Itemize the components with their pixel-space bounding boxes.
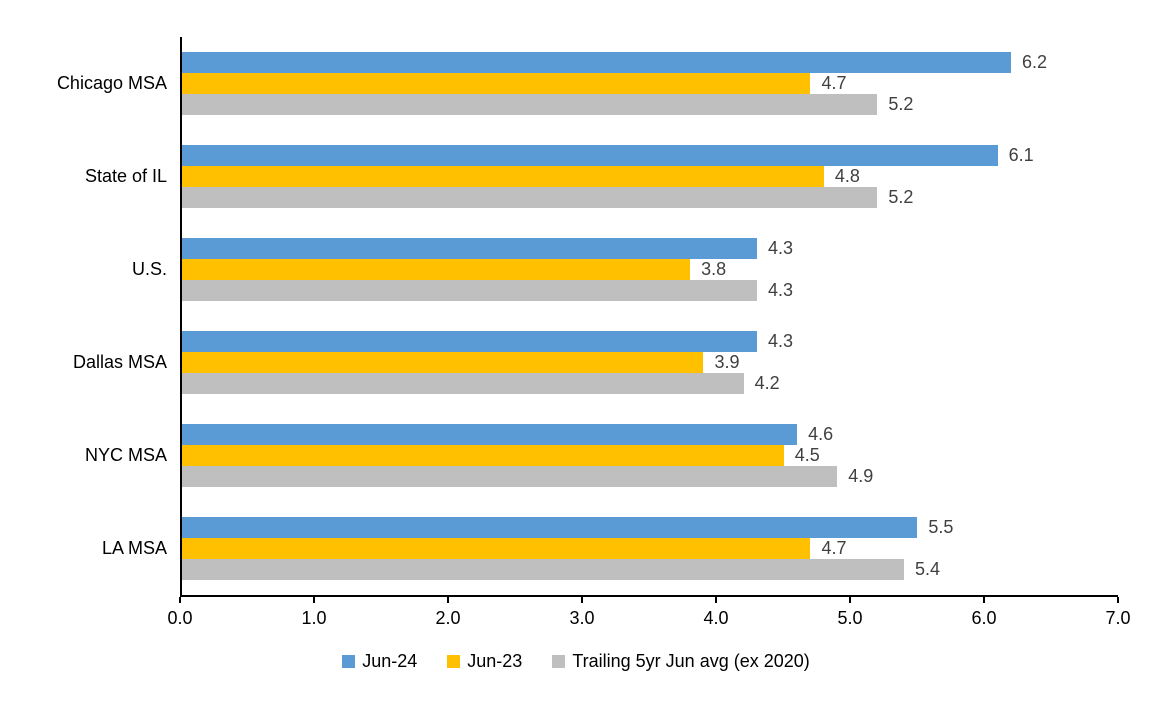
value-label: 3.9	[714, 352, 740, 372]
x-tick-mark	[983, 597, 985, 603]
bar-jun-23	[182, 445, 784, 466]
x-tick-mark	[1117, 597, 1119, 603]
value-label: 4.7	[821, 538, 847, 558]
bar-trailing-5yr-jun-avg-ex-2020	[182, 280, 757, 301]
value-label: 4.7	[821, 73, 847, 93]
bar-group: 6.1 4.8 5.2	[182, 145, 1118, 208]
bar-trailing-5yr-jun-avg-ex-2020	[182, 373, 744, 394]
x-axis-line	[180, 595, 1118, 597]
category-label: U.S.	[131, 259, 167, 279]
bar-group: 4.3 3.8 4.3	[182, 238, 1118, 301]
value-label: 4.3	[767, 238, 793, 258]
bar-group: 6.2 4.7 5.2	[182, 52, 1118, 115]
x-tick-label: 1.0	[301, 608, 327, 628]
bar-trailing-5yr-jun-avg-ex-2020	[182, 559, 905, 580]
value-label: 5.2	[888, 187, 914, 207]
legend-label: Jun-23	[467, 651, 523, 671]
x-tick-label: 5.0	[837, 608, 863, 628]
x-tick-mark	[313, 597, 315, 603]
legend-item-trailing-5yr-jun-avg-ex-2020: Trailing 5yr Jun avg (ex 2020)	[552, 651, 810, 672]
bar-jun-24	[182, 238, 757, 259]
bar-trailing-5yr-jun-avg-ex-2020	[182, 94, 878, 115]
category-group-state-of-il: State of IL 6.1 4.8 5.2	[85, 130, 1118, 223]
bar-jun-24	[182, 424, 798, 445]
x-tick-label: 6.0	[971, 608, 997, 628]
bar-jun-24	[182, 331, 757, 352]
x-tick-label: 4.0	[703, 608, 729, 628]
category-group-chicago-msa: Chicago MSA 6.2 4.7 5.2	[57, 37, 1118, 130]
x-tick-label: 7.0	[1105, 608, 1131, 628]
x-tick-mark	[581, 597, 583, 603]
bar-group: 4.6 4.5 4.9	[182, 424, 1118, 487]
category-label: LA MSA	[101, 538, 167, 558]
category-label: NYC MSA	[84, 445, 167, 465]
bar-jun-23	[182, 352, 704, 373]
x-tick-mark	[447, 597, 449, 603]
legend-label: Jun-24	[362, 651, 418, 671]
value-label: 5.4	[915, 559, 941, 579]
category-group-u-s: U.S. 4.3 3.8 4.3	[132, 223, 1118, 316]
x-axis: 0.0 1.0 2.0 3.0 4.0 5.0 6.0 7.0	[167, 597, 1131, 637]
value-label: 4.2	[754, 373, 780, 393]
legend-label: Trailing 5yr Jun avg (ex 2020)	[572, 651, 810, 671]
bar-jun-23	[182, 538, 811, 559]
category-group-nyc-msa: NYC MSA 4.6 4.5 4.9	[85, 409, 1118, 502]
value-label: 4.6	[808, 424, 834, 444]
value-label: 6.1	[1008, 145, 1034, 165]
value-label: 3.8	[701, 259, 727, 279]
x-tick-label: 3.0	[569, 608, 595, 628]
legend: Jun-24 Jun-23 Trailing 5yr Jun avg (ex 202…	[0, 651, 1152, 672]
value-label: 4.8	[834, 166, 860, 186]
bar-trailing-5yr-jun-avg-ex-2020	[182, 187, 878, 208]
legend-item-jun-24: Jun-24	[342, 651, 417, 672]
bar-group: 4.3 3.9 4.2	[182, 331, 1118, 394]
x-tick-mark	[849, 597, 851, 603]
value-label: 6.2	[1022, 52, 1048, 72]
x-tick-mark	[179, 597, 181, 603]
bar-jun-24	[182, 517, 918, 538]
value-label: 5.5	[928, 517, 954, 537]
bar-jun-23	[182, 259, 691, 280]
x-tick-label: 0.0	[167, 608, 193, 628]
category-label: Dallas MSA	[72, 352, 167, 372]
category-label: State of IL	[84, 166, 167, 186]
value-label: 5.2	[888, 94, 914, 114]
legend-swatch-icon	[447, 655, 461, 668]
legend-swatch-icon	[552, 655, 566, 668]
bar-jun-24	[182, 52, 1012, 73]
value-label: 4.5	[794, 445, 820, 465]
plot-area: Chicago MSA 6.2 4.7 5.2 State of IL 6.1 4.8 5.2…	[57, 37, 1118, 595]
value-label: 4.3	[767, 331, 793, 351]
x-tick-mark	[715, 597, 717, 603]
value-label: 4.3	[767, 280, 793, 300]
legend-item-jun-23: Jun-23	[447, 651, 522, 672]
bar-group: 5.5 4.7 5.4	[182, 517, 1118, 580]
legend-swatch-icon	[342, 655, 356, 668]
category-group-dallas-msa: Dallas MSA 4.3 3.9 4.2	[73, 316, 1118, 409]
bar-jun-24	[182, 145, 998, 166]
value-label: 4.9	[848, 466, 874, 486]
bar-jun-23	[182, 166, 824, 187]
category-group-la-msa: LA MSA 5.5 4.7 5.4	[102, 502, 1118, 595]
bar-trailing-5yr-jun-avg-ex-2020	[182, 466, 838, 487]
x-tick-label: 2.0	[435, 608, 461, 628]
bar-jun-23	[182, 73, 811, 94]
category-label: Chicago MSA	[56, 73, 167, 93]
